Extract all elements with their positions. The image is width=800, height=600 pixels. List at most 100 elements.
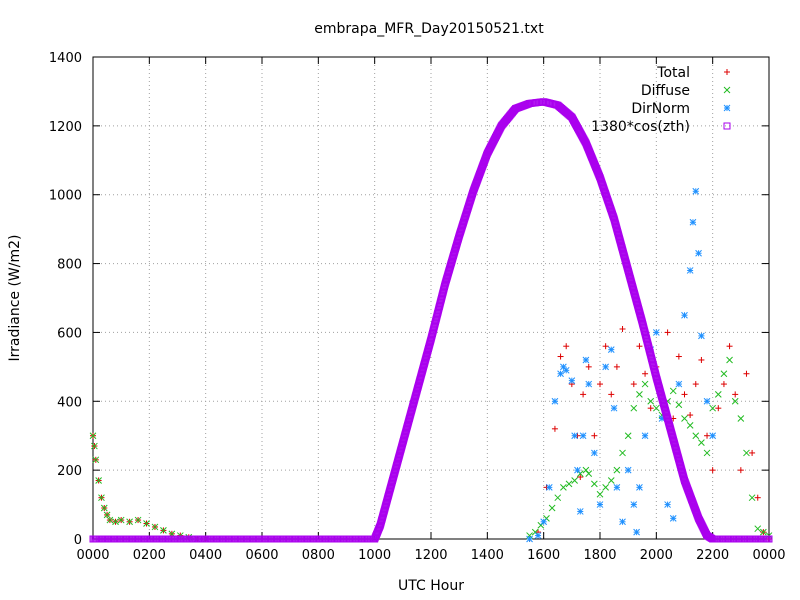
chart-title: embrapa_MFR_Day20150521.txt: [314, 21, 544, 37]
y-axis-ticks: 0 200 400 600 800 1000 1200 1400: [49, 51, 769, 548]
x-tick-label: 0200: [133, 548, 166, 563]
data-point: [692, 432, 700, 440]
data-point: [765, 535, 773, 543]
data-point: [675, 353, 682, 360]
grid-lines: [93, 57, 769, 539]
x-axis-label: UTC Hour: [398, 578, 464, 594]
data-point: [574, 466, 581, 474]
data-point: [675, 401, 683, 409]
data-point: [563, 343, 570, 350]
data-point: [557, 353, 564, 360]
data-point: [714, 391, 722, 398]
data-point: [669, 387, 677, 395]
series-dirnorm: [526, 187, 717, 543]
data-point: [686, 422, 694, 429]
y-axis-label: Irradiance (W/m2): [7, 235, 23, 362]
data-point: [571, 432, 579, 440]
data-point: [560, 484, 567, 491]
data-point: [754, 494, 761, 501]
data-point: [585, 380, 593, 388]
data-point: [591, 432, 598, 439]
data-point: [526, 535, 533, 543]
y-tick-label: 600: [57, 326, 82, 341]
data-point: [698, 439, 705, 446]
legend-label-diffuse: Diffuse: [641, 83, 690, 99]
data-point: [681, 391, 688, 398]
data-point: [95, 477, 102, 484]
data-point: [760, 528, 767, 536]
data-point: [548, 504, 556, 512]
data-point: [534, 532, 542, 539]
data-point: [681, 415, 688, 422]
data-point: [698, 356, 705, 363]
data-point: [731, 397, 739, 405]
data-point: [613, 363, 620, 370]
data-point: [565, 480, 573, 488]
x-axis-ticks: 0000 0200 0400 0600 0800 1000 1200 1400 1600 1800…: [76, 57, 786, 563]
data-point: [602, 484, 609, 491]
legend-marker-total: [724, 69, 730, 75]
data-point: [652, 404, 660, 412]
data-point: [664, 501, 671, 508]
data-point: [554, 494, 562, 502]
data-point: [720, 381, 727, 388]
data-point: [681, 311, 688, 319]
data-point: [91, 442, 98, 450]
y-tick-label: 1400: [49, 51, 82, 66]
data-point: [689, 218, 697, 226]
data-point: [143, 520, 150, 527]
data-point: [591, 480, 598, 488]
data-point: [582, 356, 590, 364]
data-point: [607, 477, 615, 484]
data-point: [737, 467, 744, 474]
data-point: [591, 449, 598, 457]
x-tick-label: 1200: [414, 548, 447, 563]
data-point: [602, 363, 609, 371]
data-point: [636, 343, 643, 350]
data-point: [557, 370, 564, 378]
data-point: [652, 329, 660, 336]
data-point: [695, 249, 702, 257]
data-point: [545, 484, 553, 491]
data-point: [726, 343, 733, 350]
data-point: [607, 346, 615, 353]
legend-label-cos: 1380*cos(zth): [591, 119, 690, 135]
data-point: [669, 514, 677, 522]
data-point: [749, 449, 756, 456]
data-point: [647, 405, 654, 412]
data-point: [551, 425, 558, 432]
legend-marker-cos: [723, 122, 731, 130]
data-point: [636, 391, 643, 398]
x-tick-label: 1400: [471, 548, 504, 563]
data-point: [709, 432, 717, 440]
x-tick-label: 1600: [527, 548, 560, 563]
data-point: [624, 466, 632, 474]
data-point: [633, 528, 640, 536]
data-point: [89, 432, 97, 440]
legend-label-dirnorm: DirNorm: [631, 101, 690, 117]
data-point: [743, 370, 750, 377]
data-point: [675, 380, 683, 388]
data-point: [551, 397, 559, 405]
x-tick-label: 0000: [752, 548, 785, 563]
data-marks: [89, 98, 773, 543]
data-point: [619, 518, 626, 526]
data-point: [641, 380, 649, 388]
data-point: [692, 381, 699, 388]
data-point: [748, 494, 756, 502]
data-point: [630, 501, 638, 508]
data-point: [585, 363, 592, 370]
x-tick-label: 2000: [640, 548, 673, 563]
data-point: [619, 449, 626, 457]
series-cos: [89, 98, 773, 543]
data-point: [571, 477, 579, 484]
x-tick-label: 2200: [696, 548, 729, 563]
x-tick-label: 0000: [76, 548, 109, 563]
data-point: [619, 325, 626, 332]
x-tick-label: 1800: [583, 548, 616, 563]
legend-marker-dirnorm: [723, 104, 731, 112]
data-point: [579, 432, 587, 440]
data-point: [106, 516, 114, 524]
x-tick-label: 0800: [302, 548, 335, 563]
data-point: [602, 343, 609, 350]
